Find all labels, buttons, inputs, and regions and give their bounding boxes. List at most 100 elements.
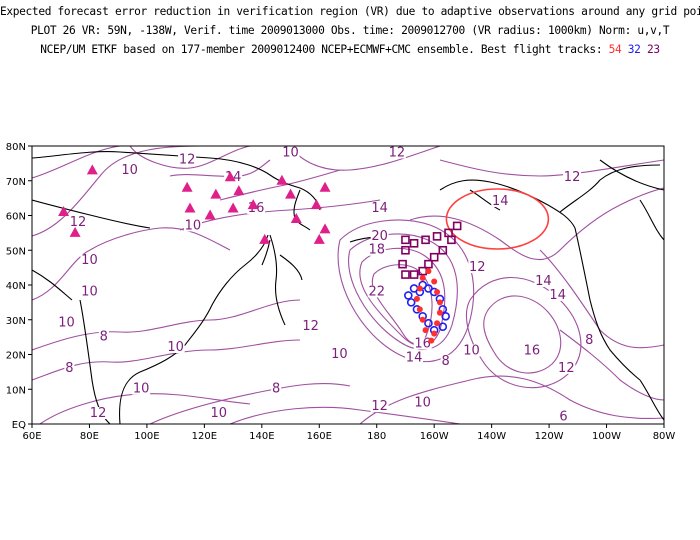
contour-label-bg — [209, 407, 228, 420]
x-tick-label: 80W — [653, 431, 676, 442]
contour-label-bg — [370, 400, 389, 413]
track-blue-circle — [406, 298, 416, 307]
header-line-1: Expected forecast error reduction in ver… — [0, 5, 700, 18]
observation-triangles — [58, 164, 331, 244]
track-purple-square — [424, 259, 433, 269]
contour-labels: 1012141012101016141214122018221214141010… — [57, 145, 595, 424]
contour-label-bg — [468, 261, 487, 274]
contour-label-bg — [534, 275, 553, 287]
track-purple-square — [421, 235, 430, 245]
track-red-dot — [431, 330, 438, 337]
x-tick-label: 120W — [535, 431, 564, 442]
contour-label-bg — [563, 170, 582, 183]
track-purple-square — [401, 245, 410, 255]
contour-label-bg — [301, 320, 320, 333]
track-red-dot — [425, 268, 432, 275]
contour-label-bg — [64, 361, 75, 374]
x-tick-label: 160W — [420, 431, 449, 442]
contour-label-bg — [178, 153, 197, 166]
contour-label: 20 — [371, 229, 388, 244]
observation-triangle — [69, 226, 81, 237]
contour-label-bg — [370, 202, 389, 215]
contour-label-bg — [183, 219, 202, 232]
x-tick-label: 160E — [307, 431, 332, 442]
y-tick-label: 10N — [6, 385, 26, 396]
track-red-dot — [416, 306, 423, 313]
contour-label-bg — [80, 254, 99, 267]
track-purple-square — [398, 259, 407, 269]
observation-triangle — [290, 212, 302, 223]
observation-triangle — [210, 188, 222, 199]
track-purple-square — [418, 266, 427, 276]
track-blue-circle — [438, 322, 448, 332]
track-label-red: 54 — [608, 43, 622, 56]
contour-label-bg — [440, 354, 451, 367]
track-purple-square — [452, 221, 462, 231]
contour-label-bg — [462, 344, 481, 357]
observation-triangle — [58, 206, 70, 217]
contour-label-bg — [491, 195, 510, 208]
contour-label: 8 — [585, 333, 593, 348]
observation-triangle — [181, 181, 193, 192]
contour-label-bg — [558, 410, 569, 423]
y-tick-label: 20N — [6, 351, 26, 362]
contour-label-bg — [57, 316, 76, 329]
track-red-dot — [436, 309, 443, 316]
track-purple-square — [447, 235, 456, 245]
track-red-dot — [436, 299, 443, 306]
contour-label-bg — [330, 347, 349, 360]
contour-label-bg — [557, 361, 576, 374]
track-red-dot — [422, 327, 429, 334]
contour-label: 18 — [368, 243, 385, 258]
contour-label-bg — [132, 382, 151, 395]
contour-label: 10 — [414, 396, 431, 411]
contour-label: 12 — [179, 152, 196, 167]
observation-triangle — [86, 164, 98, 175]
contour-label-bg — [367, 285, 386, 298]
observation-triangle — [227, 202, 239, 213]
contour-label: 22 — [368, 284, 385, 299]
observation-triangle — [276, 174, 288, 185]
contour-label: 10 — [463, 344, 480, 359]
y-tick-label: EQ — [12, 420, 26, 431]
track-red-dot — [413, 295, 420, 302]
contour-label-bg — [548, 288, 567, 301]
track-purple-square — [429, 252, 439, 262]
track-purple-square — [409, 270, 419, 279]
contour-label: 10 — [121, 163, 138, 178]
contour-label: 12 — [302, 319, 319, 334]
track-blue-circle — [404, 291, 413, 300]
contour-label: 10 — [210, 406, 227, 421]
y-tick-label: 30N — [6, 316, 26, 327]
contour-label-bg — [120, 163, 139, 176]
contour-label: 12 — [564, 170, 581, 185]
track-purple-square — [438, 245, 448, 255]
contour-label: 14 — [535, 274, 552, 289]
track-red-dot — [419, 316, 426, 323]
y-tick-label: 60N — [6, 212, 26, 223]
observation-triangle — [247, 199, 259, 210]
contour-label: 8 — [100, 330, 108, 345]
observation-triangle — [285, 188, 297, 199]
latitude-ticks: EQ 10N 20N 30N 40N 50N 60N 70N 80N — [6, 142, 32, 431]
contour-label: 12 — [558, 361, 575, 376]
track-red-dot — [434, 320, 441, 327]
verification-region-circle — [445, 188, 550, 250]
contour-label: 10 — [282, 145, 299, 160]
x-tick-label: 180 — [367, 431, 386, 442]
contour-label-bg — [584, 334, 595, 347]
x-tick-label: 100W — [592, 431, 621, 442]
contour-label-bg — [370, 229, 389, 242]
contour-label-bg — [89, 407, 108, 420]
track-purple-square — [401, 270, 410, 279]
observation-triangle — [319, 223, 331, 234]
contour-label-bg — [166, 341, 185, 354]
contour-label: 10 — [133, 382, 150, 397]
coastlines — [32, 151, 664, 424]
track-label-purple: 23 — [646, 43, 660, 56]
observation-triangle — [224, 171, 236, 182]
contour-label: 12 — [70, 215, 87, 230]
observation-triangle — [310, 199, 322, 210]
track-label-blue: 32 — [627, 43, 641, 56]
